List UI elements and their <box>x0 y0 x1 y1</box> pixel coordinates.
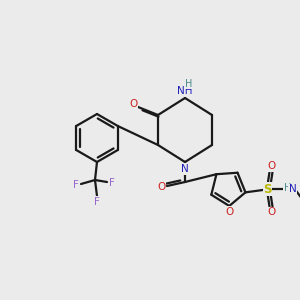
Text: O: O <box>267 207 276 218</box>
Text: H: H <box>284 183 291 194</box>
Text: S: S <box>263 183 272 196</box>
Text: F: F <box>73 180 79 190</box>
Text: F: F <box>109 178 115 188</box>
Text: F: F <box>94 197 100 207</box>
Text: H: H <box>185 79 193 89</box>
Text: N: N <box>289 184 296 194</box>
Text: NH: NH <box>177 86 193 96</box>
Text: O: O <box>129 99 137 109</box>
Text: O: O <box>267 161 276 171</box>
Text: O: O <box>225 207 233 217</box>
Text: N: N <box>181 164 189 174</box>
Text: O: O <box>157 182 165 192</box>
